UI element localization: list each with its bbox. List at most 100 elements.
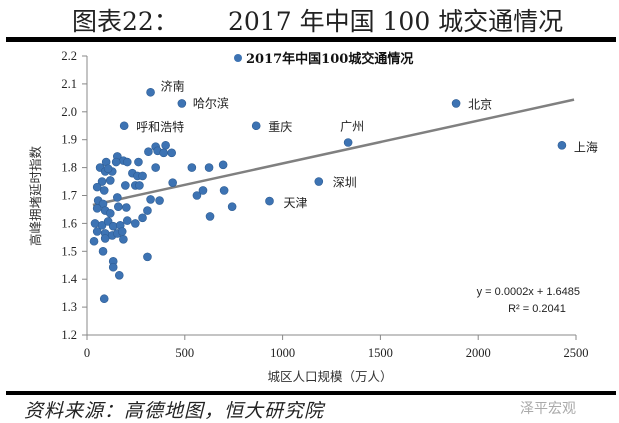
data-point xyxy=(219,186,229,195)
axes: 1.2 1.3 1.4 1.5 1.6 1.7 1.8 1.9 2.0 2.1 2.2 0 500 100… xyxy=(61,49,588,360)
data-point xyxy=(97,221,107,230)
data-point xyxy=(167,148,176,158)
trendline-equation: y = 0.0002x + 1.6485 xyxy=(477,286,580,298)
y-tick-label: 1.7 xyxy=(61,189,77,203)
data-point xyxy=(161,140,170,150)
data-point-上海 xyxy=(557,140,567,150)
data-point xyxy=(205,212,215,221)
watermark: 泽平宏观 xyxy=(520,401,576,417)
data-point xyxy=(113,202,123,211)
figure-number: 图表22： xyxy=(72,7,179,36)
y-tick-label: 2.2 xyxy=(61,49,77,63)
data-point xyxy=(121,181,130,190)
trendline xyxy=(92,98,575,207)
x-tick-label: 500 xyxy=(175,346,194,360)
y-tick-label: 1.3 xyxy=(61,300,77,314)
data-point xyxy=(99,186,109,195)
legend-marker xyxy=(234,54,242,62)
trendline-r2: R² = 0.2041 xyxy=(508,303,566,315)
data-point xyxy=(134,157,143,167)
data-point xyxy=(89,236,99,246)
figure-title: 图表22： 2017 年中国 100 城交通情况 xyxy=(0,2,619,89)
city-label: 哈尔滨 xyxy=(193,95,229,110)
x-tick-label: 0 xyxy=(84,346,90,360)
data-point xyxy=(159,148,168,158)
city-label: 呼和浩特 xyxy=(136,119,184,134)
data-point-重庆 xyxy=(251,121,261,131)
data-point xyxy=(146,195,155,204)
y-tick-label: 2.0 xyxy=(61,105,77,119)
data-point xyxy=(227,202,237,211)
data-point xyxy=(138,171,147,181)
y-axis-label: 高峰拥堵延时指数 xyxy=(28,146,43,247)
source-note: 资料来源：高德地图，恒大研究院 xyxy=(24,400,325,422)
city-label: 广州 xyxy=(340,119,364,133)
data-point xyxy=(151,163,160,172)
data-point xyxy=(105,176,115,185)
data-point xyxy=(122,216,132,225)
data-point xyxy=(135,181,144,190)
data-point xyxy=(99,294,109,304)
city-label: 深圳 xyxy=(333,176,357,190)
data-point xyxy=(103,164,113,174)
data-point xyxy=(108,221,118,231)
data-point xyxy=(198,186,208,195)
legend-label: 2017年中国100城交通情况 xyxy=(246,51,413,67)
y-tick-label: 2.1 xyxy=(61,77,77,91)
data-point-济南 xyxy=(146,87,155,97)
city-label: 上海 xyxy=(574,139,598,154)
data-point xyxy=(143,206,152,215)
y-tick-label: 1.8 xyxy=(61,161,77,175)
y-tick-label: 1.4 xyxy=(61,272,77,286)
data-point xyxy=(113,193,122,202)
y-tick-label: 1.5 xyxy=(61,244,77,258)
data-point xyxy=(90,219,100,228)
data-point xyxy=(143,252,152,262)
data-point xyxy=(105,209,115,218)
figure-title-text: 2017 年中国 100 城交通情况 xyxy=(228,7,564,36)
data-point xyxy=(155,196,164,205)
top-rule xyxy=(6,37,616,42)
data-point-广州 xyxy=(343,138,353,147)
data-point xyxy=(168,178,177,187)
data-point xyxy=(192,191,202,200)
city-label: 济南 xyxy=(161,78,185,93)
data-point xyxy=(114,270,124,280)
data-point-哈尔滨 xyxy=(177,99,187,108)
data-point xyxy=(122,203,131,212)
data-point xyxy=(92,182,102,192)
city-label: 天津 xyxy=(283,196,307,210)
data-point xyxy=(119,235,128,244)
x-tick-label: 2500 xyxy=(564,346,589,360)
x-tick-label: 2000 xyxy=(466,346,491,360)
data-point-深圳 xyxy=(314,177,324,186)
data-point xyxy=(92,204,102,213)
data-point xyxy=(144,147,153,156)
data-point xyxy=(204,163,214,172)
data-point xyxy=(218,160,228,170)
x-tick-label: 1500 xyxy=(368,346,393,360)
y-tick-label: 1.2 xyxy=(61,328,77,342)
data-point xyxy=(122,157,132,167)
data-point-北京 xyxy=(451,99,461,108)
bottom-rule xyxy=(6,391,616,395)
data-point xyxy=(131,219,140,228)
data-point xyxy=(187,163,197,172)
data-point xyxy=(111,157,121,167)
y-tick-label: 1.9 xyxy=(61,133,77,147)
x-tick-label: 1000 xyxy=(270,346,295,360)
data-point xyxy=(108,262,118,272)
data-point xyxy=(100,234,110,243)
data-point xyxy=(98,247,108,256)
data-point-呼和浩特 xyxy=(119,121,129,131)
city-label: 重庆 xyxy=(268,120,292,134)
data-point xyxy=(138,213,147,223)
city-label: 北京 xyxy=(468,97,492,111)
data-point xyxy=(117,227,127,236)
data-point xyxy=(97,177,107,186)
data-point xyxy=(92,227,102,236)
y-tick-label: 1.6 xyxy=(61,216,77,230)
x-axis-label: 城区人口规模（万人） xyxy=(267,369,392,384)
